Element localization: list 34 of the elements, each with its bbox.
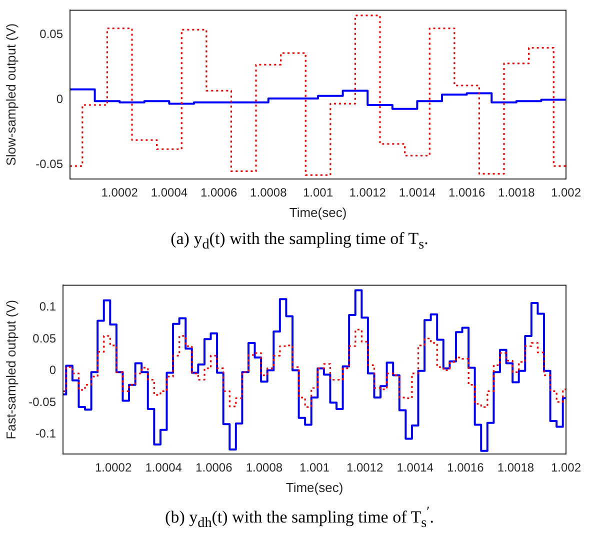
x-tick-label: 1.0006 — [200, 186, 238, 200]
y-tick-label: -0.1 — [35, 427, 56, 442]
x-tick-label: 1.001 — [299, 460, 330, 475]
y-tick-label: 0 — [49, 364, 56, 378]
x-tick-label: 1.002 — [550, 460, 582, 475]
y-tick-label: 0.05 — [32, 332, 56, 346]
x-axis-title: Time(sec) — [286, 480, 344, 496]
x-tick-label: 1.001 — [302, 186, 334, 200]
y-tick-label: 0.1 — [39, 300, 56, 314]
x-tick-label: 1.0006 — [196, 460, 233, 475]
x-tick-label: 1.0004 — [145, 460, 182, 475]
x-tick-label: 1.002 — [550, 186, 582, 200]
x-tick-label: 1.0016 — [448, 186, 486, 200]
y-tick-label: -0.05 — [28, 395, 56, 410]
x-tick-label: 1.0012 — [349, 186, 386, 200]
x-tick-label: 1.0012 — [346, 460, 384, 475]
text: (b) y$_{dh}$(t) with the sampling time of T$_{s}$$^{′}$. — [164, 503, 435, 534]
x-tick-label: 1.0014 — [396, 460, 434, 475]
y-tick-label: -0.05 — [36, 157, 64, 172]
y-tick-label: 0.05 — [40, 27, 64, 42]
x-tick-label: 1.0008 — [246, 460, 283, 475]
x-axis-title: Time(sec) — [289, 204, 347, 220]
y-axis-title: Fast-sampled output (V) — [3, 300, 18, 440]
y-axis-title: Slow-sampled output (V) — [3, 23, 18, 166]
x-tick-label: 1.0008 — [250, 186, 288, 200]
x-tick-label: 1.0014 — [398, 186, 436, 200]
x-tick-label: 1.0016 — [447, 460, 484, 475]
x-tick-label: 1.0018 — [498, 186, 536, 200]
x-tick-label: 1.0018 — [497, 460, 534, 475]
text: (a) y$_{d}$(t) with the sampling time of T$_{s}$. — [170, 228, 430, 254]
x-tick-label: 1.0002 — [101, 186, 138, 200]
x-tick-label: 1.0004 — [150, 186, 188, 200]
y-tick-label: 0 — [56, 92, 64, 106]
x-tick-label: 1.0002 — [94, 460, 132, 475]
